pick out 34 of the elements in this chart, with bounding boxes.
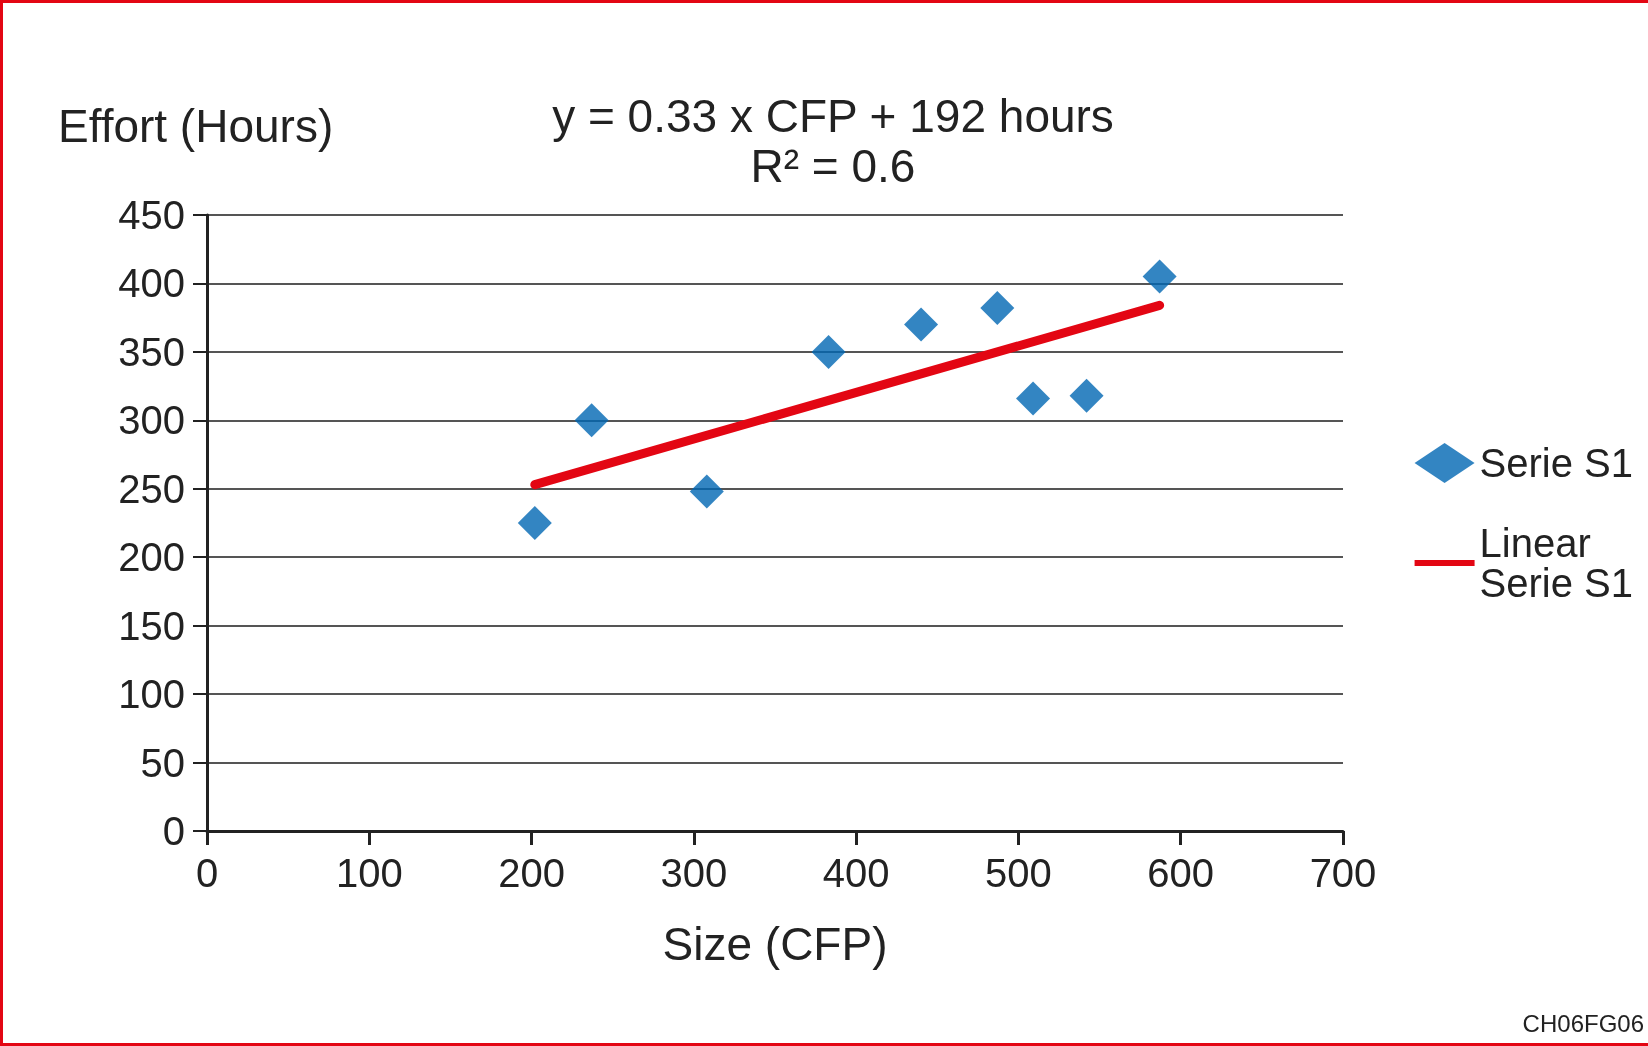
x-tick-label: 500: [985, 851, 1052, 895]
y-axis-title: Effort (Hours): [58, 100, 334, 152]
x-tick-label: 600: [1147, 851, 1215, 895]
point: [1069, 378, 1104, 413]
x-tick-label: 700: [1309, 851, 1377, 895]
x-tick-label: 400: [822, 851, 890, 895]
y-tick-label: 150: [118, 603, 185, 648]
x-axis-title: Size (CFP): [662, 918, 888, 970]
point: [1142, 259, 1177, 294]
point: [517, 506, 552, 540]
x-tick-label: 100: [335, 851, 403, 895]
chart-subtitle: R² = 0.6: [750, 140, 916, 192]
y-tick-label: 200: [118, 535, 185, 580]
point: [574, 403, 609, 438]
text: CH06FG06: [1522, 1009, 1645, 1037]
y-tick-label: 250: [118, 466, 185, 511]
point: [904, 307, 939, 342]
y-tick-label: 450: [118, 193, 185, 237]
legend-label: Serie S1: [1479, 441, 1633, 485]
x-tick-label: 300: [660, 851, 728, 895]
y-tick-label: 400: [118, 261, 185, 306]
x-tick-label: 200: [498, 851, 565, 895]
y-tick-label: 300: [118, 398, 185, 443]
y-tick-label: 100: [118, 672, 185, 717]
y-tick-label: 0: [162, 809, 185, 853]
chart-title: y = 0.33 x CFP + 192 hours: [552, 90, 1114, 142]
y-tick-label: 50: [140, 740, 185, 785]
legend-label: Linear Serie S1: [1479, 521, 1633, 605]
point: [689, 474, 724, 509]
y-tick-label: 350: [118, 329, 185, 374]
point: [980, 291, 1015, 326]
point: [1016, 381, 1051, 416]
point: [811, 334, 846, 369]
x-tick-label: 0: [195, 851, 219, 895]
